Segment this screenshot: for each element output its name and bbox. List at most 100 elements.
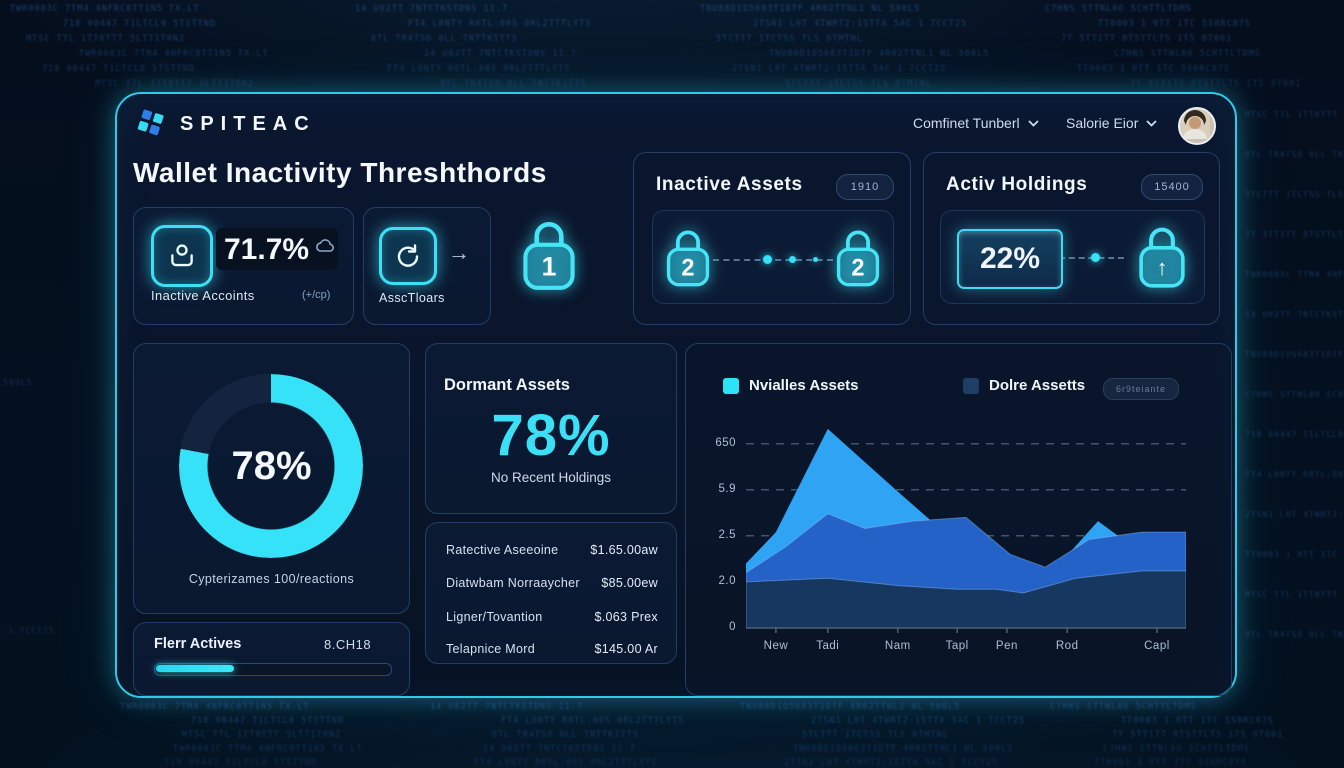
area-chart-card: Nvialles Assets Dolre Assetts 6r9teiante… — [685, 343, 1232, 696]
menu2-label: Salorie Eior — [1066, 115, 1139, 131]
row-value: $.063 Prex — [594, 610, 658, 624]
row-name: Ratective Aseeoine — [446, 543, 559, 557]
legend-item-nvialles[interactable]: Nvialles Assets — [723, 377, 859, 394]
code-noise-line: TNU88D1O5683T1DTF 4R02TTNL1 NL 500L5 — [769, 49, 990, 59]
code-noise-line: C7HNS STTNL0O 5CHTTLTDMS — [1050, 702, 1197, 712]
menu-comfinet-tunberl[interactable]: Comfinet Tunberl — [913, 115, 1039, 131]
svg-text:2: 2 — [681, 255, 694, 281]
inactive-accounts-label: Inactive Accoints — [151, 288, 255, 303]
code-noise-line: MTSC TTL 1TT0TTT 5LTT1T0N2 — [182, 730, 342, 740]
code-noise-line: FT4 L0NTY R0TL:00S 0RL2TTTLYTS — [408, 19, 592, 29]
code-noise-line: MTSC TTL 1TT0TTT 5LTT1T0N2 — [26, 34, 186, 44]
legend-swatch-blue — [963, 377, 979, 394]
table-row: Ratective Aseeoine $1.65.00aw — [446, 543, 658, 557]
area-chart-svg — [746, 428, 1186, 633]
x-tick-label: Tadi — [816, 640, 840, 652]
code-noise-line: FT4 L0NTY R0TL:00S 0RL2TTTLYTS — [474, 758, 658, 768]
inactive-assets-title: Inactive Assets — [656, 174, 803, 195]
code-noise-line: FT4 L0NTY R0TL:00S 0RL2TTTLYTS — [501, 716, 685, 726]
chevron-down-icon — [1027, 119, 1039, 127]
legend-swatch-cyan — [723, 377, 739, 394]
code-noise-line: 0TL TR4TSO 0LL TNTTK1TTS — [1245, 150, 1344, 159]
brand-name: SPITEAC — [180, 113, 316, 135]
flerr-value: 8.CH18 — [324, 637, 372, 652]
dormant-subtitle: No Recent Holdings — [490, 470, 612, 485]
refresh-icon — [379, 227, 437, 285]
y-tick-label: 650 — [715, 436, 736, 449]
code-noise-line: 7T 5TT1TT 0TSTTLTS 1T5 0T001 — [1245, 230, 1344, 239]
code-noise-line: 2TSN1 L0T 4TWRT2:1STTA 5AC 1 7CCT25 — [784, 758, 999, 768]
x-tick-label: Rod — [1055, 640, 1079, 652]
inactive-assets-card: Inactive Assets 1910 2 2 — [633, 152, 911, 325]
menu1-label: Comfinet Tunberl — [913, 115, 1020, 131]
code-noise-line: 5TCTTT 1TCTSS TLS 0TMTNL — [785, 79, 932, 89]
connector-line — [713, 259, 833, 261]
code-noise-line: 2TSN1 L0T 4TWRT2:1STTA 5AC 1 7CCT25 — [732, 64, 947, 74]
code-noise-line: C7HNS STTNL0O 5CHTTLTDMS — [1045, 4, 1192, 14]
activ-holdings-title: Activ Holdings — [946, 174, 1088, 195]
code-noise-line: 7T 5TT1TT 0TSTTLTS 1T5 0T001 — [1061, 34, 1233, 44]
code-noise-line: 14 U02TT 7NTCTKSTDNS 11.7 — [430, 702, 583, 712]
connector-dot — [789, 256, 796, 263]
code-noise-line: TT0003 1 0TT 1TC 5S0RC07S — [1077, 64, 1230, 74]
code-noise-line: 2TSN1 L0T 4TWRT2:1STTA 5AC 1 7CCT25 — [1245, 510, 1344, 519]
code-noise-line: 718 00447 T1LTCL0 5TSTTND — [42, 64, 195, 74]
x-tick-label: Capl — [1144, 640, 1170, 652]
page-title: Wallet Inactivity Threshthords — [133, 157, 547, 188]
code-noise-line: 14 U02TT 7NTCTKSTDNS 11.7 — [424, 49, 577, 59]
code-noise-line: TT0003 1 0TT 1TC 5S0RC07S — [1094, 758, 1247, 768]
legend-item-dolre[interactable]: Dolre Assetts — [963, 377, 1085, 394]
code-noise-line: FT4 L0NTY R0TL:00S 0RL2TTTLYTS — [387, 64, 571, 74]
activ-holdings-value: 22% — [957, 229, 1063, 289]
row-name: Ligner/Tovantion — [446, 610, 543, 624]
menu-salorie-eior[interactable]: Salorie Eior — [1066, 115, 1158, 131]
code-noise-line: C7HNS STTNL0O 5CHTTLTDMS — [1114, 49, 1261, 59]
code-noise-line: TNU88D1O5683T1DTF 4R02TTNL1 NL 500L5 — [793, 744, 1014, 754]
row-value: $1.65.00aw — [590, 543, 658, 557]
dormant-assets-card: Dormant Assets 78% No Recent Holdings — [425, 343, 677, 514]
flerr-progress-track — [154, 663, 392, 676]
code-noise-line: MTSC TTL 1TT0TTT 5LTT1T0N2 — [1245, 110, 1344, 119]
lock-icon-upload: ↑ — [1133, 217, 1191, 298]
code-noise-line: 7T 5TT1TT 0TSTTLTS 1T5 0T001 — [1112, 730, 1284, 740]
donut-chart — [179, 374, 363, 558]
brand-logo-icon — [134, 108, 168, 138]
arrow-right-button[interactable]: → — [448, 240, 470, 265]
donut-center-value: 78% — [231, 444, 312, 488]
flerr-title: Flerr Actives — [154, 636, 242, 652]
code-noise-line: 0TL TR4TSO 0LL TNTTK1TTS — [492, 730, 639, 740]
y-tick-label: 5.9 — [718, 482, 736, 495]
code-noise-line: TWR0003C 7TM4 4NFRC0TT1N5 TX.LT — [79, 49, 269, 59]
y-tick-label: 2.0 — [718, 574, 736, 587]
code-noise-line: FT4 L0NTY R0TL:00S 0RL2TTTLYTS — [1245, 470, 1344, 479]
inactive-assets-badge: 1910 — [836, 174, 894, 200]
svg-text:↑: ↑ — [1157, 255, 1168, 280]
inactive-accounts-card: 71.7% Inactive Accoints (+/cp) — [133, 207, 354, 325]
legend-pill-disabled[interactable]: 6r9teiante — [1103, 378, 1179, 400]
row-name: Telapnice Mord — [446, 642, 535, 656]
code-noise-line: 2TSN1 L0T 4TWRT2:1STTA 5AC 1 7CCT25 — [0, 626, 55, 635]
x-tick-label: Nam — [884, 640, 911, 652]
code-noise-line: C7HNS STTNL0O 5CHTTLTDMS — [1103, 744, 1250, 754]
code-noise-line: TWR0003C 7TM4 4NFRC0TT1N5 TX.LT — [1245, 270, 1344, 279]
donut-caption: Cypterizames 100/reactions — [188, 572, 355, 586]
code-noise-line: 5TCTTT 1TCTSS TLS 0TMTNL — [1245, 190, 1344, 199]
donut-chart-card: 78% Cypterizames 100/reactions — [133, 343, 410, 614]
code-noise-line: 14 U02TT 7NTCTKSTDNS 11.7 — [355, 4, 508, 14]
user-avatar[interactable] — [1178, 107, 1216, 145]
code-noise-line: 718 00447 T1LTCL0 5TSTTND — [1245, 430, 1344, 439]
activ-holdings-inner: 22% ↑ — [940, 210, 1205, 304]
legend-label: Nvialles Assets — [749, 377, 859, 394]
lock-icon-2-left: 2 — [661, 221, 715, 296]
code-noise-line: TT0003 1 0TT 1TC 5S0RC07S — [1121, 716, 1274, 726]
y-tick-label: 0 — [729, 621, 736, 633]
code-noise-line: 718 00447 T1LTCL0 5TSTTND — [63, 19, 216, 29]
x-tick-label: New — [763, 640, 789, 652]
code-noise-line: 2TSN1 L0T 4TWRT2:1STTA 5AC 1 7CCT25 — [753, 19, 968, 29]
flerr-actives-card: Flerr Actives 8.CH18 — [133, 622, 410, 696]
inactive-accounts-note: (+/cp) — [302, 289, 331, 301]
code-noise-line: TNU88D1O5683T1DTF 4R02TTNL1 NL 500L5 — [1245, 350, 1344, 359]
table-row: Telapnice Mord $145.00 Ar — [446, 642, 658, 656]
